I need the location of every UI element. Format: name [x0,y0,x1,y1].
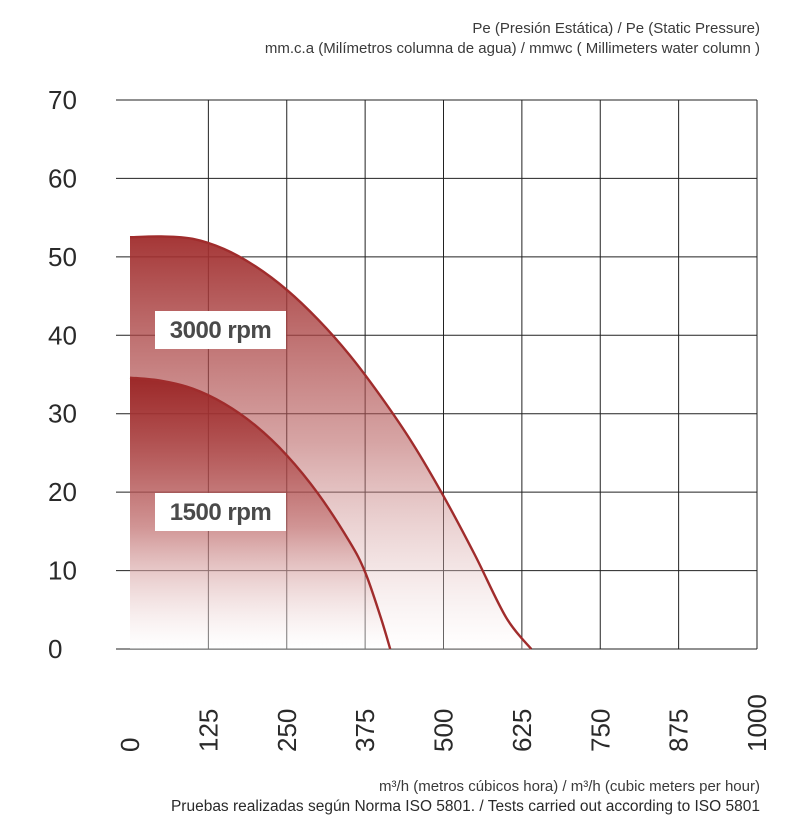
y-tick-label: 10 [48,556,77,586]
x-tick-label: 375 [350,709,380,752]
x-tick-label: 125 [193,709,223,752]
y-tick-label: 70 [48,85,77,115]
y-tick-label: 50 [48,242,77,272]
y-tick-label: 20 [48,477,77,507]
series-label-1500-rpm: 1500 rpm [170,499,271,526]
curve-3000-rpm [129,235,533,650]
x-tick-labels: 0 125 250 375 500 625 750 875 1000 [115,694,772,752]
x-tick-label: 750 [585,709,615,752]
x-axis-label: m³/h (metros cúbicos hora) / m³/h (cubic… [379,778,760,795]
x-tick-label: 250 [272,709,302,752]
y-axis-label-line-1: Pe (Presión Estática) / Pe (Static Press… [472,20,760,37]
y-axis-label-line-2: mm.c.a (Milímetros columna de agua) / mm… [264,40,760,57]
x-tick-label: 500 [429,709,459,752]
x-tick-label: 1000 [742,694,772,752]
curve-1500-rpm [129,376,392,650]
series-label-box [155,493,286,531]
y-tick-label: 0 [48,634,62,664]
x-tick-label: 625 [507,709,537,752]
test-standard-footnote: Pruebas realizadas según Norma ISO 5801.… [170,798,760,815]
series-label-box [155,311,286,349]
x-tick-label: 875 [664,709,694,752]
y-tick-label: 40 [48,320,77,350]
series-areas [129,235,533,650]
series-label-3000-rpm: 3000 rpm [170,317,271,344]
y-tick-labels: 0 10 20 30 40 50 60 70 [48,85,77,664]
y-tick-label: 60 [48,163,77,193]
y-tick-label: 30 [48,399,77,429]
x-tick-label: 0 [115,738,145,752]
series-labels: 3000 rpm 1500 rpm [155,311,286,531]
